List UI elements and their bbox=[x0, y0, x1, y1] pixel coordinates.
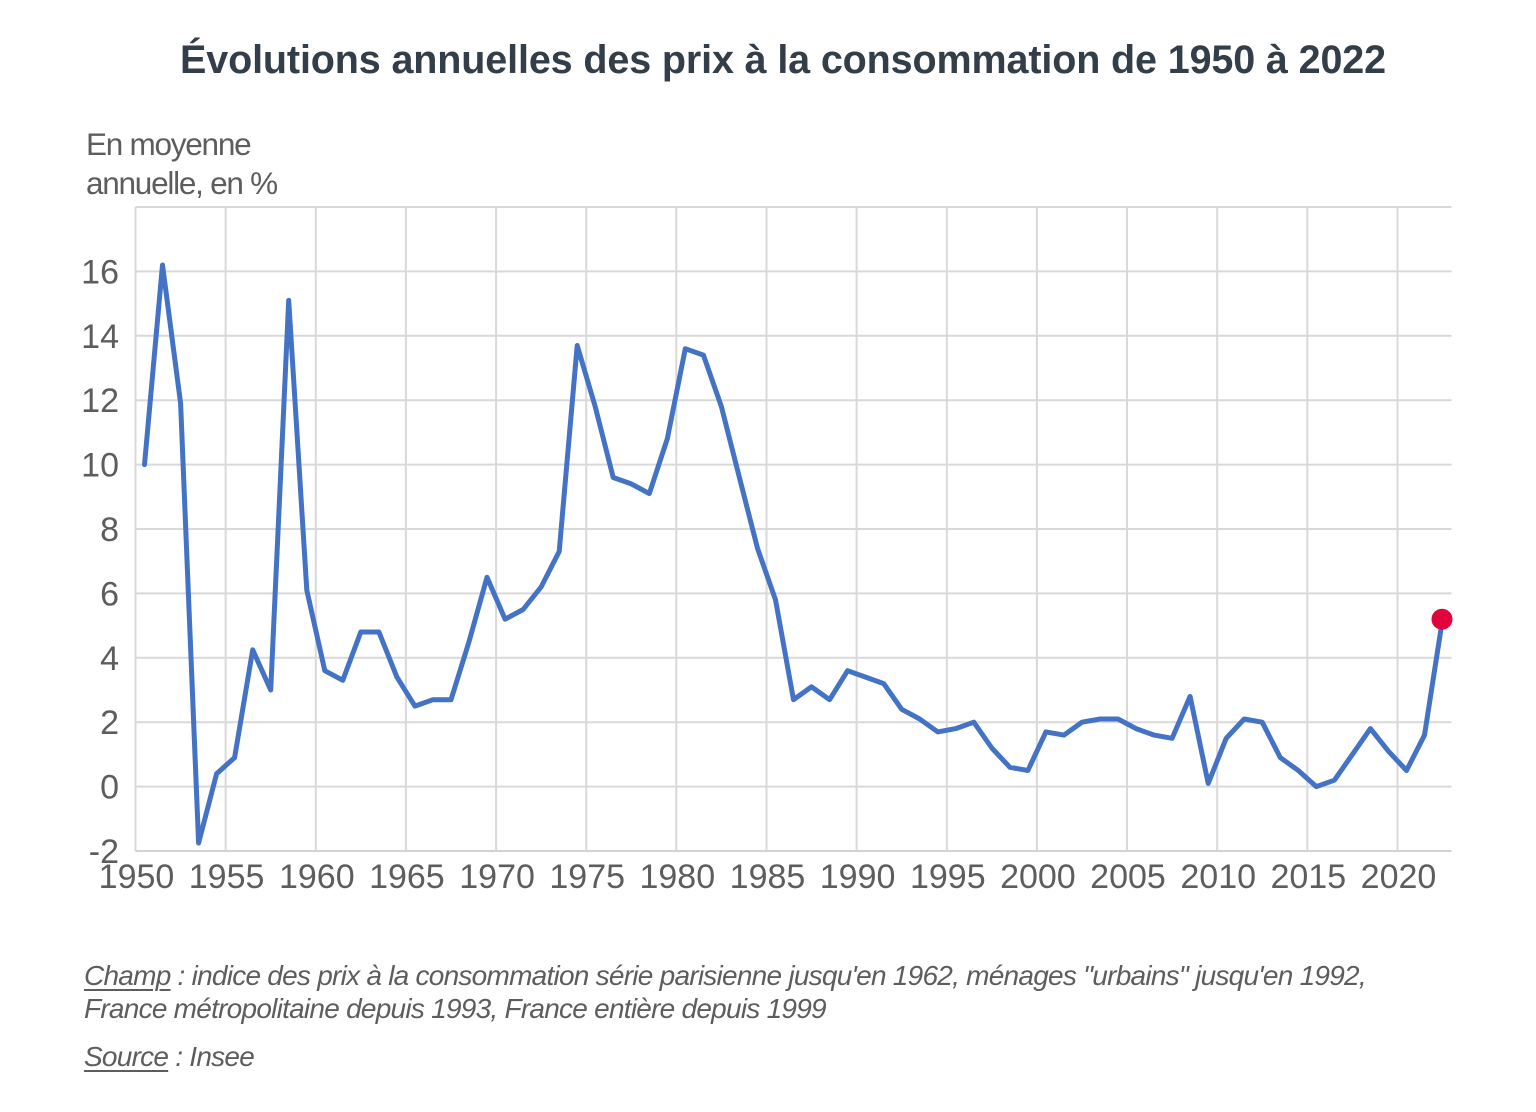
svg-text:0: 0 bbox=[100, 769, 119, 807]
svg-text:10: 10 bbox=[81, 447, 119, 485]
svg-text:1985: 1985 bbox=[730, 858, 806, 896]
svg-text:1975: 1975 bbox=[549, 858, 625, 896]
svg-text:12: 12 bbox=[81, 382, 119, 420]
svg-text:1990: 1990 bbox=[820, 858, 896, 896]
svg-text:2015: 2015 bbox=[1270, 858, 1346, 896]
svg-text:1950: 1950 bbox=[99, 858, 175, 896]
svg-text:2005: 2005 bbox=[1090, 858, 1166, 896]
svg-text:2010: 2010 bbox=[1180, 858, 1256, 896]
svg-text:1995: 1995 bbox=[910, 858, 986, 896]
svg-text:1970: 1970 bbox=[459, 858, 535, 896]
svg-text:4: 4 bbox=[100, 640, 119, 678]
svg-text:1965: 1965 bbox=[369, 858, 445, 896]
svg-text:2020: 2020 bbox=[1361, 858, 1437, 896]
svg-text:1980: 1980 bbox=[639, 858, 715, 896]
svg-text:16: 16 bbox=[81, 253, 119, 291]
svg-text:8: 8 bbox=[100, 511, 119, 549]
svg-text:2: 2 bbox=[100, 704, 119, 742]
svg-text:-2: -2 bbox=[89, 833, 119, 871]
svg-text:1960: 1960 bbox=[279, 858, 355, 896]
svg-text:6: 6 bbox=[100, 575, 119, 613]
svg-text:2000: 2000 bbox=[1000, 858, 1076, 896]
svg-text:14: 14 bbox=[81, 318, 119, 356]
svg-text:1955: 1955 bbox=[189, 858, 265, 896]
